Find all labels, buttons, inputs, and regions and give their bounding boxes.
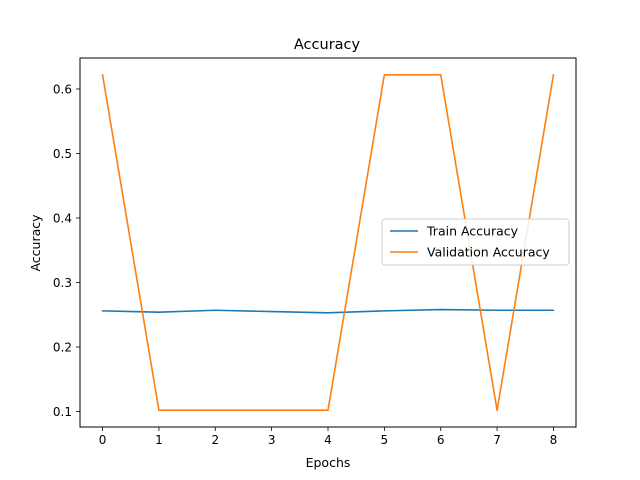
x-tick-label: 6 [437,433,445,447]
data-point-1-7 [496,409,498,412]
x-tick-label: 3 [268,433,276,447]
data-point-0-5 [383,310,386,312]
x-tick-label: 0 [99,433,107,447]
x-tick-label: 2 [211,433,219,447]
data-point-1-2 [214,409,217,412]
x-tick-label: 4 [324,433,332,447]
data-point-0-2 [214,309,217,312]
data-point-0-4 [327,312,329,314]
data-point-1-6 [439,73,442,76]
data-point-1-4 [327,409,329,412]
y-tick-label: 0.4 [53,211,72,225]
data-point-1-5 [383,73,386,76]
y-tick-label: 0.6 [53,82,72,96]
legend-box [381,218,570,266]
legend-label-0: Train Accuracy [426,224,519,239]
x-axis-label: Epochs [306,455,351,470]
y-tick-label: 0.5 [53,147,72,161]
chart-title: Accuracy [294,37,361,53]
y-tick-label: 0.1 [53,405,72,419]
x-axis-ticks: 0 1 2 3 4 5 6 7 8 [99,427,558,447]
y-axis-label: Accuracy [28,214,43,272]
x-tick-label: 1 [155,433,163,447]
data-point-0-7 [496,309,498,312]
data-point-0-0 [101,310,104,312]
data-point-1-1 [158,409,160,412]
data-point-0-6 [439,308,442,311]
data-point-1-3 [270,409,273,412]
y-axis-ticks: 0.1 0.2 0.3 0.4 0.5 0.6 [53,82,80,419]
x-tick-label: 5 [381,433,389,447]
series-layer [101,73,555,412]
y-tick-label: 0.3 [53,276,72,290]
x-tick-label: 7 [493,433,501,447]
legend-label-1: Validation Accuracy [427,245,550,260]
data-point-0-8 [552,309,555,312]
data-point-1-0 [101,73,104,76]
x-tick-label: 8 [550,433,558,447]
y-tick-label: 0.2 [53,341,72,355]
data-point-1-8 [552,73,555,76]
data-point-0-3 [270,310,273,313]
data-point-0-1 [158,311,160,313]
legend: Train Accuracy Validation Accuracy [381,218,570,266]
